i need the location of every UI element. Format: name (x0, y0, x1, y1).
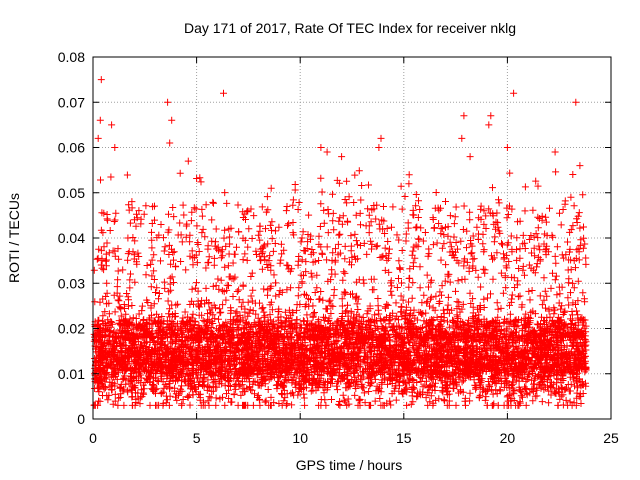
x-tick-label: 25 (603, 430, 619, 446)
data-point-markers (90, 76, 590, 409)
y-tick-label: 0.08 (58, 49, 85, 65)
y-tick-label: 0.01 (58, 366, 85, 382)
axis-ticks: 0 0.01 0.02 0.03 0.04 0.05 0.06 0.07 0.08 0 5 10 15 2… (58, 49, 619, 446)
y-tick-label: 0.02 (58, 321, 85, 337)
x-tick-label: 20 (500, 430, 516, 446)
y-tick-label: 0.07 (58, 94, 85, 110)
y-axis-label: ROTI / TECUs (6, 193, 22, 283)
y-tick-label: 0.06 (58, 140, 85, 156)
data-points (90, 76, 590, 409)
chart-title: Day 171 of 2017, Rate Of TEC Index for r… (184, 20, 516, 36)
x-tick-label: 15 (396, 430, 412, 446)
x-tick-label: 10 (292, 430, 308, 446)
y-tick-label: 0 (77, 411, 85, 427)
y-tick-label: 0.04 (58, 230, 85, 246)
y-tick-label: 0.05 (58, 185, 85, 201)
x-axis-label: GPS time / hours (296, 457, 403, 473)
x-tick-label: 5 (193, 430, 201, 446)
x-tick-label: 0 (89, 430, 97, 446)
y-tick-label: 0.03 (58, 275, 85, 291)
